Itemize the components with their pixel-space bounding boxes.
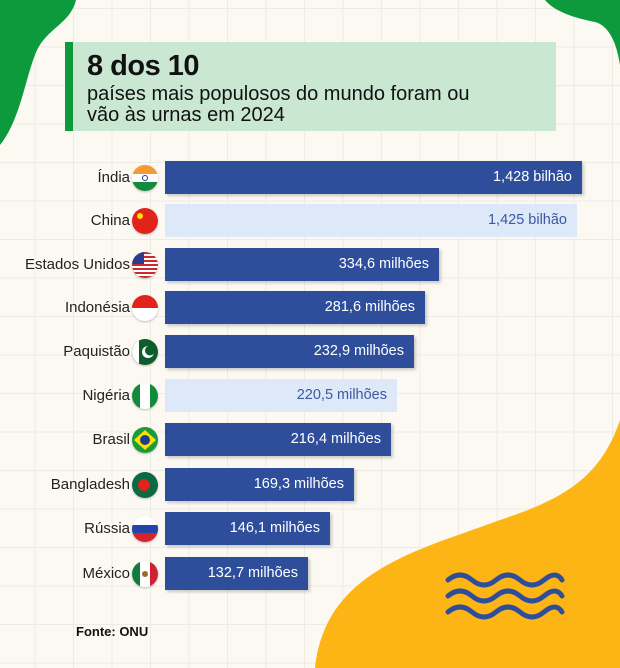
data-label: 281,6 milhões — [324, 299, 415, 315]
bar-row: México 132,7 milhões — [0, 557, 620, 591]
category-label: Rússia — [84, 520, 130, 537]
subtitle-line-2: vão às urnas em 2024 — [87, 104, 285, 126]
bar: 281,6 milhões — [165, 291, 425, 324]
green-blob-top-left — [0, 0, 76, 145]
bar-row: Nigéria 220,5 milhões — [0, 379, 620, 413]
category-label: Índia — [97, 169, 130, 186]
bangladesh-flag-icon — [132, 472, 158, 498]
data-label: 334,6 milhões — [338, 256, 429, 272]
bar: 1,425 bilhão — [165, 204, 577, 237]
bar-row: Bangladesh 169,3 milhões — [0, 468, 620, 502]
india-flag-icon — [132, 165, 158, 191]
data-label: 1,425 bilhão — [487, 212, 567, 228]
yellow-blob-bottom-right — [315, 420, 620, 668]
pakistan-flag-icon — [132, 339, 158, 365]
category-label: Nigéria — [82, 387, 130, 404]
bar-row: Brasil 216,4 milhões — [0, 423, 620, 457]
bar: 146,1 milhões — [165, 512, 330, 545]
indonesia-flag-icon — [132, 295, 158, 321]
data-label: 146,1 milhões — [229, 520, 320, 536]
data-label: 220,5 milhões — [296, 387, 387, 403]
category-label: Estados Unidos — [24, 256, 130, 273]
russia-flag-icon — [132, 516, 158, 542]
category-label: Paquistão — [63, 343, 130, 360]
bar-row: Rússia 146,1 milhões — [0, 512, 620, 546]
data-label: 232,9 milhões — [313, 343, 404, 359]
bar: 220,5 milhões — [165, 379, 397, 412]
waves-icon — [445, 572, 565, 620]
bar-row: China 1,425 bilhão — [0, 204, 620, 238]
bar: 216,4 milhões — [165, 423, 391, 456]
bar: 132,7 milhões — [165, 557, 308, 590]
category-label: México — [82, 565, 130, 582]
bar-row: Indonésia 281,6 milhões — [0, 291, 620, 325]
bar-row: Índia 1,428 bilhão — [0, 161, 620, 195]
data-label: 216,4 milhões — [290, 431, 381, 447]
bar: 169,3 milhões — [165, 468, 354, 501]
bar-row: Estados Unidos 334,6 milhões — [0, 248, 620, 282]
data-label: 1,428 bilhão — [492, 169, 572, 185]
bar: 1,428 bilhão — [165, 161, 582, 194]
bar: 232,9 milhões — [165, 335, 414, 368]
data-label: 169,3 milhões — [253, 476, 344, 492]
mexico-flag-icon — [132, 561, 158, 587]
chart-title: 8 dos 10 — [87, 50, 200, 82]
source-note: Fonte: ONU — [76, 624, 149, 639]
category-label: Bangladesh — [50, 476, 130, 493]
chart-subtitle: países mais populosos do mundo foram ou … — [87, 84, 556, 126]
bar-row: Paquistão 232,9 milhões — [0, 335, 620, 369]
category-label: China — [90, 212, 130, 229]
green-blob-top-right — [545, 0, 620, 65]
nigeria-flag-icon — [132, 383, 158, 409]
category-label: Brasil — [92, 431, 130, 448]
subtitle-line-1: países mais populosos do mundo foram ou — [87, 83, 470, 105]
usa-flag-icon — [132, 252, 158, 278]
title-box: 8 dos 10 países mais populosos do mundo … — [65, 42, 556, 131]
brazil-flag-icon — [132, 427, 158, 453]
category-label: Indonésia — [64, 299, 130, 316]
china-flag-icon — [132, 208, 158, 234]
bar: 334,6 milhões — [165, 248, 439, 281]
data-label: 132,7 milhões — [207, 565, 298, 581]
